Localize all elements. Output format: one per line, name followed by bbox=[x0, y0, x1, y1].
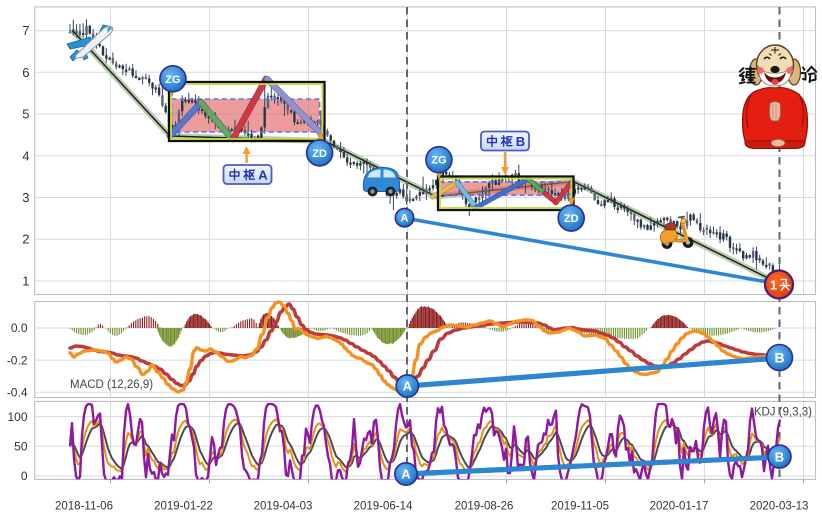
svg-text:6: 6 bbox=[22, 65, 29, 80]
svg-text:2020-01-17: 2020-01-17 bbox=[650, 501, 709, 513]
svg-text:ZG: ZG bbox=[165, 74, 180, 86]
svg-text:0: 0 bbox=[21, 469, 28, 483]
svg-text:100: 100 bbox=[7, 410, 27, 424]
svg-text:1: 1 bbox=[770, 279, 777, 293]
svg-text:0.0: 0.0 bbox=[11, 321, 28, 335]
svg-text:7: 7 bbox=[22, 23, 29, 38]
svg-text:2019-11-05: 2019-11-05 bbox=[551, 501, 609, 513]
svg-text:A: A bbox=[258, 167, 268, 182]
svg-text:2019-04-03: 2019-04-03 bbox=[254, 501, 313, 513]
svg-text:-0.4: -0.4 bbox=[7, 385, 28, 399]
svg-text:ZD: ZD bbox=[564, 213, 579, 225]
svg-text:2: 2 bbox=[22, 232, 29, 247]
svg-text:4: 4 bbox=[22, 148, 29, 163]
svg-text:A: A bbox=[401, 213, 409, 225]
svg-text:B: B bbox=[516, 134, 525, 149]
svg-text:ZG: ZG bbox=[431, 155, 446, 167]
svg-text:-0.2: -0.2 bbox=[7, 353, 28, 367]
svg-text:3: 3 bbox=[22, 190, 29, 205]
svg-text:5: 5 bbox=[22, 107, 29, 122]
svg-text:A: A bbox=[403, 379, 413, 394]
svg-text:MACD (12,26,9): MACD (12,26,9) bbox=[70, 379, 153, 391]
svg-text:1: 1 bbox=[22, 273, 29, 288]
svg-text:KDJ (9,3,3): KDJ (9,3,3) bbox=[754, 407, 812, 419]
svg-text:2019-08-26: 2019-08-26 bbox=[455, 501, 514, 513]
svg-text:B: B bbox=[774, 350, 784, 366]
svg-text:2020-03-13: 2020-03-13 bbox=[750, 501, 809, 513]
svg-text:2019-01-22: 2019-01-22 bbox=[154, 501, 213, 513]
svg-text:2018-11-06: 2018-11-06 bbox=[55, 501, 113, 513]
svg-text:A: A bbox=[401, 467, 411, 482]
svg-text:2019-06-14: 2019-06-14 bbox=[354, 501, 413, 513]
svg-text:B: B bbox=[775, 449, 784, 464]
svg-text:50: 50 bbox=[14, 440, 28, 454]
svg-text:ZD: ZD bbox=[312, 148, 327, 160]
